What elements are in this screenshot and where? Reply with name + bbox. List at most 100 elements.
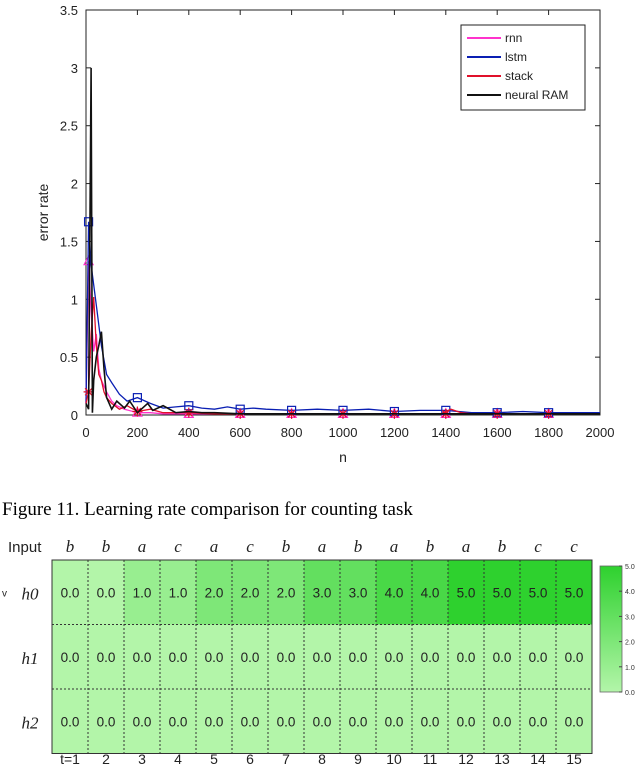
heatmap-cell [340, 624, 377, 690]
cell-value: 0.0 [169, 714, 188, 729]
y-tick-label: 1 [71, 292, 78, 307]
x-tick-label: 600 [229, 425, 251, 440]
cell-value: 1.0 [169, 585, 188, 600]
time-step-label: 9 [354, 751, 362, 767]
heatmap-cell [196, 624, 233, 690]
cell-value: 0.0 [493, 650, 512, 665]
y-tick-label: 1.5 [60, 234, 78, 249]
figure-caption: Figure 11. Learning rate comparison for … [2, 499, 413, 520]
y-tick-label: 3 [71, 61, 78, 76]
x-tick-label: 1000 [329, 425, 358, 440]
heatmap-cell [124, 560, 161, 625]
x-tick-label: 1800 [534, 425, 563, 440]
cell-value: 0.0 [277, 650, 296, 665]
series-line [85, 296, 600, 415]
heatmap-cell [484, 689, 521, 754]
heatmap-cell [520, 689, 557, 754]
time-step-label: 5 [210, 751, 218, 767]
x-axis-label: n [339, 449, 347, 465]
input-symbol: a [318, 537, 327, 556]
heatmap-cell [268, 689, 305, 754]
cell-value: 0.0 [385, 714, 404, 729]
heatmap-cell [556, 624, 593, 690]
input-symbol: b [354, 537, 363, 556]
hidden-state-heatmap: Input b b a c a c b a b a b a b c c h0 0.0 0.0 1.0 1.0 2.0 2.0… [2, 537, 635, 767]
cell-value: 5.0 [493, 585, 512, 600]
heatmap-cell [232, 624, 269, 690]
x-tick-label: 1600 [483, 425, 512, 440]
heatmap-cell [268, 560, 305, 625]
y-tick-label: 0 [71, 408, 78, 423]
legend-label: lstm [505, 50, 527, 64]
input-symbol: b [66, 537, 75, 556]
series-neural-ram [85, 67, 600, 415]
cell-value: 0.0 [529, 714, 548, 729]
heatmap-cell [52, 560, 89, 625]
colorbar-tick-label: 1.0 [625, 665, 635, 672]
y-tick-label: 2 [71, 177, 78, 192]
heatmap-cell [52, 689, 89, 754]
y-tick-label: 0.5 [60, 350, 78, 365]
input-symbol: b [102, 537, 111, 556]
input-symbol: a [138, 537, 147, 556]
cell-value: 0.0 [169, 650, 188, 665]
heatmap-cell [88, 624, 125, 690]
heatmap-cell [52, 624, 89, 690]
heatmap-cell [160, 560, 197, 625]
cell-value: 1.0 [133, 585, 152, 600]
time-step-label: 15 [566, 751, 582, 767]
error-rate-line-chart: 0 200 400 600 800 1000 1200 1400 1600 1800 2000 0 0.… [35, 3, 615, 465]
heatmap-cell [448, 624, 485, 690]
time-step-label: 4 [174, 751, 182, 767]
cell-value: 0.0 [277, 714, 296, 729]
heatmap-cell [376, 560, 413, 625]
heatmap-cell [304, 624, 341, 690]
row-label-h0: h0 [22, 584, 40, 603]
heatmap-cell [376, 689, 413, 754]
x-tick-label: 2000 [586, 425, 615, 440]
input-symbol: c [246, 537, 254, 556]
legend-label: stack [505, 69, 534, 83]
cell-value: 2.0 [277, 585, 296, 600]
cell-value: 0.0 [565, 714, 584, 729]
heatmap-cell [160, 624, 197, 690]
heatmap-cell [88, 689, 125, 754]
heatmap-cell [196, 689, 233, 754]
cell-value: 0.0 [241, 650, 260, 665]
time-step-label: 11 [423, 751, 438, 767]
input-symbol: a [210, 537, 219, 556]
x-tick-label: 1400 [431, 425, 460, 440]
y-tick-label: 3.5 [60, 3, 78, 18]
heatmap-cell [196, 560, 233, 625]
cell-value: 5.0 [529, 585, 548, 600]
cell-value: 0.0 [313, 650, 332, 665]
y-tick-label: 2.5 [60, 119, 78, 134]
cell-value: 0.0 [349, 650, 368, 665]
heatmap-cell [520, 560, 557, 625]
cell-value: 5.0 [565, 585, 584, 600]
cell-value: 0.0 [421, 650, 440, 665]
x-tick-label: 1200 [380, 425, 409, 440]
heatmap-cell [88, 560, 125, 625]
heatmap-cell [304, 560, 341, 625]
cell-value: 0.0 [457, 650, 476, 665]
cell-value: 0.0 [349, 714, 368, 729]
input-symbol: c [174, 537, 182, 556]
colorbar-tick-label: 4.0 [625, 589, 635, 596]
legend: rnn lstm stack neural RAM [460, 24, 586, 111]
heatmap-cell [160, 689, 197, 754]
heatmap-cell [376, 624, 413, 690]
cell-value: 0.0 [421, 714, 440, 729]
cell-value: 2.0 [241, 585, 260, 600]
heatmap-cell [448, 689, 485, 754]
time-step-label: 6 [246, 751, 254, 767]
x-tick-label: 0 [82, 425, 89, 440]
time-step-label: 2 [102, 751, 110, 767]
time-step-label: 12 [458, 751, 474, 767]
legend-label: neural RAM [505, 88, 568, 102]
row-label-h1: h1 [22, 649, 39, 668]
cell-value: 0.0 [97, 714, 116, 729]
cell-value: 0.0 [97, 585, 116, 600]
heatmap-cell [340, 689, 377, 754]
series-line [85, 221, 600, 414]
